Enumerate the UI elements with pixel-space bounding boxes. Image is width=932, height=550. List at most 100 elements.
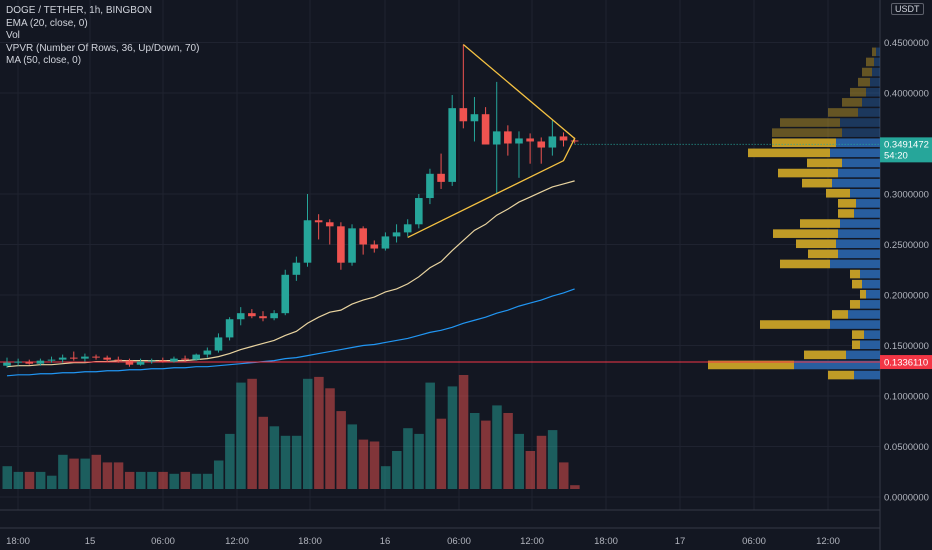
candle-body (392, 232, 401, 237)
vpvr-up-bar (838, 168, 880, 178)
candle-body (381, 236, 390, 249)
volume-bar (414, 433, 424, 489)
volume-bar (336, 411, 346, 489)
candle-body (325, 222, 334, 227)
candle-body (125, 360, 134, 365)
candle-body (14, 361, 22, 363)
vpvr-down-bar (842, 98, 862, 107)
y-tick-label: 0.0500000 (884, 442, 929, 453)
legend-ma[interactable]: MA (50, close, 0) (6, 55, 82, 66)
vpvr-up-bar (842, 128, 880, 137)
legend-vpvr[interactable]: VPVR (Number Of Rows, 36, Up/Down, 70) (6, 42, 200, 54)
vpvr-up-bar (866, 87, 880, 97)
volume-bar (247, 378, 257, 489)
currency-unit-badge[interactable]: USDT (891, 3, 924, 15)
candle-body (248, 313, 256, 317)
vpvr-down-bar (800, 219, 840, 228)
candle-body (370, 244, 379, 249)
volume-bar (425, 382, 435, 489)
y-tick-label: 0.4000000 (884, 89, 929, 100)
vpvr-up-bar (846, 350, 880, 360)
volume-bar (47, 475, 57, 489)
x-tick-label: 18:00 (298, 536, 322, 547)
volume-bar (91, 454, 102, 489)
candle-body (348, 228, 356, 263)
candle-body (459, 108, 468, 122)
candle-body (47, 359, 56, 361)
volume-bar (2, 466, 12, 489)
candle-body (337, 226, 345, 263)
vpvr-up-bar (850, 188, 880, 198)
y-tick-label: 0.2500000 (884, 240, 929, 251)
x-tick-label: 06:00 (151, 536, 175, 547)
volume-bar (380, 466, 391, 489)
candle-body (570, 140, 579, 142)
vpvr-down-bar (852, 340, 860, 350)
volume-bar (236, 382, 246, 489)
vpvr-down-bar (748, 148, 830, 158)
vpvr-up-bar (842, 158, 880, 168)
volume-bar (180, 471, 191, 489)
legend-vol[interactable]: Vol (6, 30, 20, 41)
volume-bar (169, 473, 179, 489)
vpvr-up-bar (866, 289, 880, 299)
candle-body (147, 360, 156, 362)
candle-body (292, 262, 301, 275)
vpvr-down-bar (802, 178, 832, 188)
volume-bar (202, 473, 213, 489)
vpvr-up-bar (840, 118, 880, 127)
vpvr-down-bar (852, 279, 862, 289)
candle-body (58, 357, 67, 360)
vpvr-up-bar (848, 310, 880, 319)
y-tick-label: 0.1500000 (884, 341, 929, 352)
candle-body (314, 220, 323, 223)
volume-bar (58, 454, 68, 489)
y-tick-label: 0.0000000 (884, 493, 929, 504)
candle-body (69, 357, 78, 359)
volume-bar (325, 388, 335, 489)
vpvr-down-bar (808, 249, 838, 259)
vpvr-up-bar (854, 370, 880, 380)
vpvr-down-bar (838, 199, 856, 208)
candle-body (103, 357, 111, 360)
vpvr-up-bar (872, 67, 880, 77)
volume-bar (403, 428, 413, 489)
vpvr-down-bar (796, 239, 836, 249)
vpvr-down-bar (773, 229, 838, 238)
y-tick-label: 0.3000000 (884, 190, 929, 201)
candle-body (526, 138, 534, 142)
volume-bar (303, 378, 313, 489)
vpvr-down-bar (807, 158, 842, 168)
vpvr-up-bar (864, 330, 880, 339)
line-price-label: 0.1336110 (884, 358, 928, 369)
x-tick-label: 06:00 (742, 536, 766, 547)
x-tick-label: 15 (85, 536, 96, 547)
volume-bar (447, 386, 458, 489)
ma50-line (6, 288, 575, 377)
vpvr-up-bar (830, 259, 880, 269)
volume-bar (492, 405, 502, 489)
vpvr-up-bar (838, 229, 880, 238)
vpvr-up-bar (838, 249, 880, 259)
x-tick-label: 12:00 (816, 536, 840, 547)
candle-body (359, 228, 367, 245)
vpvr-down-bar (858, 77, 870, 87)
volume-bar (503, 413, 513, 489)
vpvr-up-bar (854, 209, 880, 218)
candle-body (548, 136, 557, 148)
vpvr-down-bar (772, 128, 842, 137)
current-price-label: 0.3491472 (884, 139, 929, 150)
volume-bar (481, 420, 491, 489)
vpvr-down-bar (860, 289, 866, 299)
volume-bar (514, 433, 524, 489)
volume-bar (191, 473, 202, 489)
vpvr-up-bar (832, 178, 880, 188)
vpvr-down-bar (772, 138, 836, 148)
legend-ema[interactable]: EMA (20, close, 0) (6, 17, 88, 29)
vpvr-up-bar (862, 279, 880, 289)
triangle-pattern (407, 44, 576, 239)
volume-bar (291, 435, 302, 489)
vpvr-down-bar (850, 269, 860, 279)
vpvr-up-bar (870, 77, 880, 87)
